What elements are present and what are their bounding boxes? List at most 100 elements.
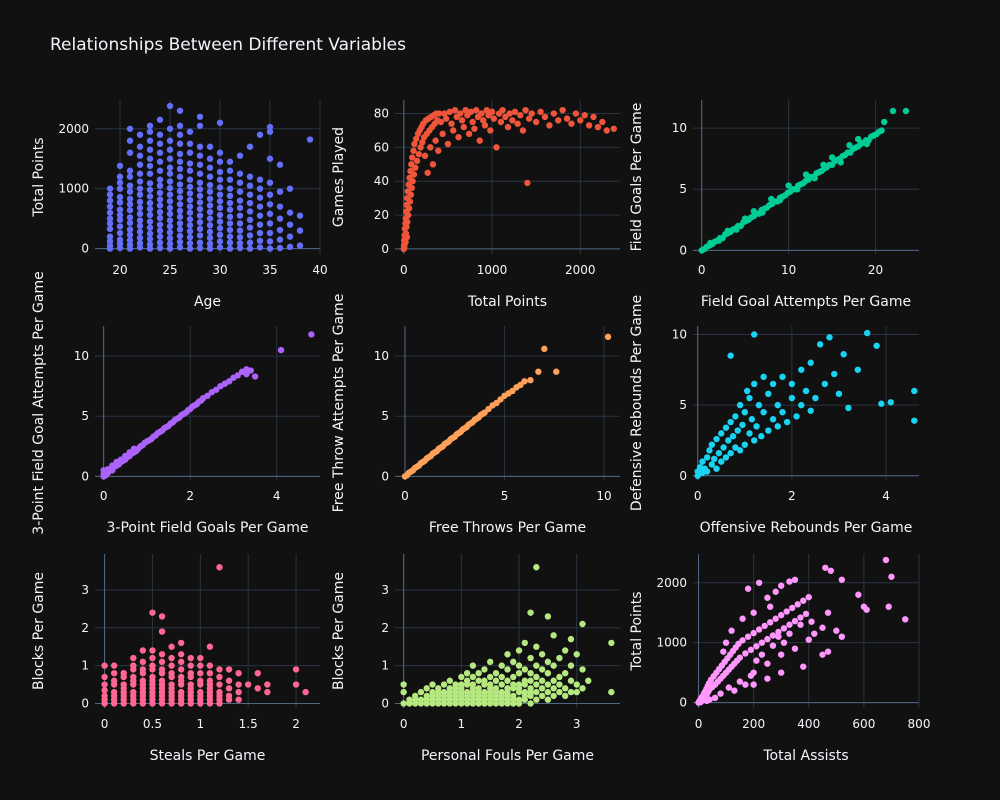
data-point — [594, 123, 602, 131]
data-point — [246, 224, 254, 231]
data-point — [236, 197, 244, 204]
data-point — [256, 194, 264, 201]
data-point — [791, 617, 799, 625]
data-point — [196, 170, 204, 177]
data-point — [308, 331, 315, 338]
data-point — [166, 102, 174, 110]
data-point — [797, 614, 804, 621]
x-tick-label: 4 — [273, 489, 281, 503]
data-point — [717, 690, 724, 697]
data-point — [735, 640, 742, 648]
data-point — [707, 239, 714, 247]
data-point — [196, 212, 204, 219]
data-point — [130, 654, 137, 662]
data-point — [498, 673, 505, 681]
subplot-3: 0 10 20 0 5 10 Field Goal Attempts Per Game Fie… — [629, 100, 919, 310]
x-tick-label: 10 — [781, 263, 796, 277]
data-point — [831, 370, 838, 378]
data-point — [116, 162, 124, 170]
data-point — [166, 155, 174, 162]
data-point — [216, 218, 224, 225]
data-point — [116, 206, 124, 213]
data-point — [838, 576, 846, 583]
data-point — [497, 118, 505, 126]
data-point — [751, 437, 758, 444]
data-point — [521, 378, 528, 385]
data-point — [463, 669, 471, 677]
data-point — [236, 179, 244, 186]
data-point — [786, 621, 793, 628]
data-point — [510, 692, 517, 700]
data-point — [206, 202, 214, 209]
data-point — [774, 423, 781, 430]
data-point — [567, 635, 575, 643]
data-point — [550, 110, 558, 117]
data-point — [126, 137, 134, 144]
data-point — [187, 662, 194, 669]
data-point — [126, 201, 134, 208]
data-point — [486, 658, 494, 666]
data-point — [236, 188, 244, 195]
subplot-2: 0 1000 2000 0 20 40 60 80 Total Points Games Play… — [331, 100, 620, 310]
data-point — [585, 677, 592, 684]
data-point — [561, 685, 569, 692]
data-point — [158, 613, 166, 620]
data-point — [186, 176, 194, 183]
data-point — [556, 681, 563, 688]
data-point — [216, 564, 223, 571]
data-point — [101, 662, 108, 669]
data-point — [156, 233, 164, 240]
data-point — [166, 210, 174, 218]
y-tick-label: 2000 — [656, 576, 687, 590]
data-point — [149, 673, 156, 681]
data-point — [116, 199, 124, 206]
data-point — [498, 688, 505, 696]
data-point — [538, 651, 546, 658]
data-point — [226, 158, 234, 165]
data-point — [480, 117, 487, 124]
data-point — [226, 226, 234, 234]
y-tick-label: 5 — [81, 409, 89, 423]
y-axis-label: Games Played — [331, 127, 347, 227]
data-point — [440, 688, 448, 696]
y-tick-label: 0 — [679, 469, 687, 483]
y-tick-label: 1 — [381, 659, 389, 673]
data-point — [136, 131, 144, 138]
x-tick-label: 0 — [401, 489, 409, 503]
data-point — [306, 136, 314, 143]
data-point — [216, 225, 224, 232]
x-tick-label: 2 — [788, 489, 796, 503]
data-point — [156, 189, 164, 197]
data-point — [136, 191, 144, 198]
data-point — [758, 433, 765, 440]
data-point — [463, 677, 471, 684]
data-point — [747, 672, 755, 679]
data-point — [146, 122, 154, 129]
data-point — [527, 685, 534, 692]
data-point — [266, 123, 274, 131]
data-point — [225, 378, 233, 385]
data-point — [106, 220, 114, 227]
data-point — [837, 159, 844, 166]
data-point — [533, 673, 540, 681]
data-point — [156, 214, 164, 222]
data-point — [772, 615, 779, 622]
data-point — [256, 244, 264, 251]
data-point — [226, 176, 234, 183]
data-point — [432, 137, 439, 144]
data-point — [130, 673, 137, 681]
data-point — [725, 684, 733, 691]
data-point — [478, 110, 485, 117]
data-point — [186, 203, 194, 210]
data-point — [206, 164, 214, 171]
data-point — [236, 204, 244, 212]
data-point — [458, 673, 465, 681]
data-point — [110, 677, 118, 684]
data-point — [158, 628, 166, 635]
data-point — [234, 372, 241, 379]
data-point — [400, 688, 407, 696]
data-point — [176, 165, 184, 173]
data-point — [791, 645, 799, 652]
data-points — [100, 331, 315, 480]
data-point — [186, 160, 194, 167]
